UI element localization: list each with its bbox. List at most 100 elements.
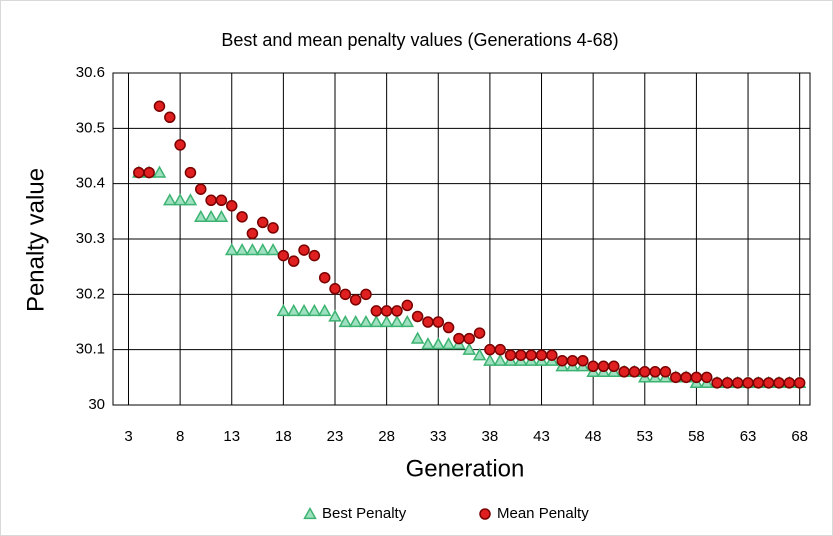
legend-marker bbox=[303, 506, 317, 520]
point bbox=[483, 353, 497, 366]
point bbox=[317, 303, 332, 317]
point bbox=[236, 211, 248, 223]
point bbox=[338, 314, 353, 328]
point bbox=[762, 377, 775, 389]
point bbox=[628, 366, 641, 378]
point bbox=[587, 360, 599, 373]
x-tick-label: 33 bbox=[430, 428, 447, 445]
point bbox=[379, 314, 394, 328]
point bbox=[742, 377, 754, 389]
point bbox=[163, 193, 177, 206]
y-tick-label: 30.5 bbox=[76, 119, 105, 136]
x-tick-label: 58 bbox=[688, 428, 705, 445]
point bbox=[410, 331, 425, 344]
x-tick-label: 63 bbox=[740, 428, 757, 445]
x-tick-label: 48 bbox=[585, 428, 602, 445]
point bbox=[193, 209, 208, 223]
x-tick-label: 3 bbox=[124, 428, 132, 445]
chart-title: Best and mean penalty values (Generation… bbox=[221, 30, 618, 50]
point bbox=[453, 332, 465, 345]
point bbox=[380, 305, 393, 317]
point bbox=[256, 216, 269, 229]
point bbox=[504, 349, 517, 361]
point bbox=[308, 249, 321, 262]
point bbox=[431, 337, 446, 350]
point bbox=[639, 366, 651, 378]
point bbox=[173, 193, 187, 206]
y-tick-label: 30.6 bbox=[76, 64, 105, 81]
x-tick-label: 68 bbox=[791, 428, 808, 445]
x-tick-label: 23 bbox=[327, 428, 344, 445]
x-tick-label: 28 bbox=[378, 428, 395, 445]
point bbox=[422, 316, 434, 328]
point bbox=[214, 209, 229, 223]
point bbox=[205, 194, 217, 207]
point bbox=[348, 314, 363, 328]
x-tick-label: 43 bbox=[533, 428, 550, 445]
point bbox=[390, 314, 404, 328]
point bbox=[370, 305, 383, 317]
point bbox=[649, 366, 661, 378]
point bbox=[174, 139, 186, 151]
y-tick-label: 30 bbox=[88, 396, 105, 413]
point bbox=[245, 243, 260, 256]
y-tick-label: 30.1 bbox=[76, 341, 105, 358]
x-tick-label: 53 bbox=[636, 428, 653, 445]
point bbox=[493, 353, 507, 366]
point bbox=[276, 303, 291, 317]
point bbox=[659, 366, 672, 378]
point bbox=[369, 314, 384, 328]
point bbox=[329, 283, 341, 295]
point bbox=[773, 377, 785, 389]
point bbox=[349, 294, 362, 306]
point bbox=[195, 183, 207, 195]
point bbox=[566, 354, 579, 367]
point bbox=[401, 299, 414, 312]
x-tick-label: 38 bbox=[482, 428, 499, 445]
point bbox=[287, 255, 300, 267]
point bbox=[472, 348, 487, 361]
point bbox=[235, 243, 249, 256]
point bbox=[298, 244, 310, 256]
point bbox=[184, 166, 197, 179]
point bbox=[525, 349, 537, 361]
point bbox=[721, 377, 734, 389]
point bbox=[432, 316, 445, 328]
point bbox=[411, 310, 424, 323]
point bbox=[515, 349, 527, 361]
point bbox=[183, 193, 198, 206]
point bbox=[618, 366, 630, 378]
point bbox=[215, 194, 228, 207]
point bbox=[133, 166, 145, 179]
point bbox=[152, 165, 167, 178]
point bbox=[700, 371, 713, 384]
point bbox=[328, 309, 342, 322]
point bbox=[690, 371, 703, 384]
x-tick-label: 13 bbox=[223, 428, 240, 445]
point bbox=[680, 371, 692, 384]
point bbox=[391, 305, 403, 317]
y-axis-title: Penalty value bbox=[22, 168, 49, 312]
point bbox=[546, 349, 558, 361]
point bbox=[297, 303, 311, 317]
point bbox=[752, 377, 765, 389]
point bbox=[441, 337, 456, 350]
point bbox=[359, 314, 373, 328]
point bbox=[793, 377, 806, 389]
point bbox=[246, 227, 259, 240]
point bbox=[783, 377, 796, 389]
point bbox=[608, 360, 620, 373]
point bbox=[462, 342, 477, 355]
point bbox=[484, 343, 496, 356]
y-tick-label: 30.3 bbox=[76, 230, 105, 247]
point bbox=[277, 249, 290, 262]
point bbox=[286, 303, 301, 317]
point bbox=[153, 100, 166, 112]
point bbox=[463, 332, 475, 345]
x-axis-title: Generation bbox=[406, 455, 525, 482]
point bbox=[225, 200, 238, 212]
x-tick-label: 8 bbox=[176, 428, 184, 445]
point bbox=[597, 360, 610, 373]
point bbox=[731, 377, 744, 389]
